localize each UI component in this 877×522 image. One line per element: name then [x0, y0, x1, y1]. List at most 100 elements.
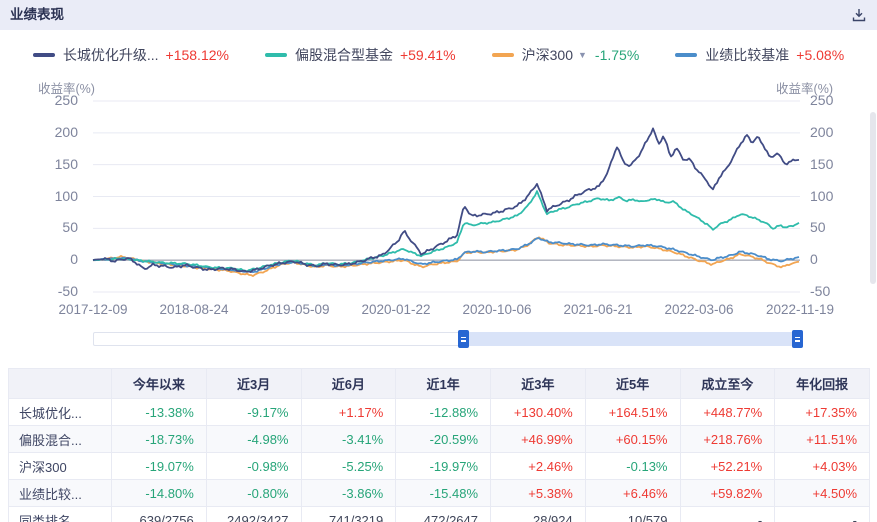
table-value-cell: -14.80% — [111, 479, 207, 507]
table-column-header: 年化回报 — [774, 368, 870, 399]
legend-item-4[interactable]: 业绩比较基准 +5.08% — [675, 45, 844, 65]
table-value-cell: +6.46% — [584, 479, 681, 507]
y-axis-tick-right: 150 — [810, 155, 834, 172]
table-value-cell: +1.17% — [300, 398, 397, 426]
y-axis-tick-left: 50 — [62, 219, 78, 236]
x-axis-tick: 2022-03-06 — [664, 302, 734, 317]
y-axis-tick-left: 100 — [54, 187, 78, 204]
performance-table: 今年以来 近3月 近6月 近1年 近3年 近5年 成立至今 年化回报 长城优化... -13.3… — [8, 368, 870, 522]
table-value-cell: 741/3219 — [300, 506, 397, 522]
table-column-header: 近3年 — [490, 368, 586, 399]
titlebar: 业绩表现 — [0, 0, 877, 30]
table-value-cell: +60.15% — [584, 425, 681, 453]
table-value-cell: -0.80% — [205, 479, 302, 507]
x-axis-tick: 2020-10-06 — [462, 302, 532, 317]
table-value-cell: 472/2647 — [395, 506, 491, 522]
table-value-cell: 10/579 — [584, 506, 681, 522]
chart-legend: 长城优化升级... +158.12% 偏股混合型基金 +59.41% 沪深300 ▼ -1.… — [0, 44, 877, 66]
y-axis-tick-right: 250 — [810, 92, 834, 108]
datazoom-left-handle[interactable] — [457, 330, 469, 348]
y-axis-tick-left: 250 — [54, 92, 78, 108]
y-axis-unit-right: 收益率(%) — [776, 82, 833, 96]
row-label: 长城优化... — [8, 398, 112, 426]
table-value-cell: -13.38% — [111, 398, 207, 426]
x-axis-tick: 2021-06-21 — [563, 302, 633, 317]
table-row-长城优化...: 长城优化... -13.38% -9.17% +1.17% -12.88% +130.40… — [8, 398, 870, 426]
table-column-header: 今年以来 — [111, 368, 207, 399]
row-label: 业绩比较... — [8, 479, 112, 507]
vertical-scrollbar-thumb[interactable] — [870, 112, 876, 284]
table-value-cell: +2.46% — [490, 452, 586, 480]
table-value-cell: -3.41% — [300, 425, 397, 453]
table-value-cell: -3.86% — [300, 479, 397, 507]
legend-series-dash — [491, 53, 514, 57]
table-row-同类排名: 同类排名 639/2756 2492/3427 741/3219 472/2647 28/… — [8, 506, 870, 522]
y-axis-tick-right: -50 — [810, 283, 831, 299]
row-label: 同类排名 — [8, 506, 112, 522]
legend-series-dash — [675, 53, 698, 57]
table-body: 长城优化... -13.38% -9.17% +1.17% -12.88% +130.40… — [8, 398, 870, 522]
y-axis-tick-right: 0 — [810, 251, 818, 268]
table-value-cell: +4.03% — [774, 452, 870, 480]
x-axis-tick: 2018-08-24 — [159, 302, 229, 317]
table-column-header: 近3月 — [205, 368, 302, 399]
table-value-cell: +130.40% — [490, 398, 586, 426]
y-axis-unit-left: 收益率(%) — [38, 82, 95, 96]
y-axis-tick-left: -50 — [57, 283, 78, 299]
y-axis-tick-left: 0 — [70, 251, 78, 268]
legend-series-name: 沪深300 — [521, 47, 573, 63]
table-value-cell: -18.73% — [111, 425, 207, 453]
table-value-cell: +5.38% — [490, 479, 586, 507]
table-value-cell: -12.88% — [395, 398, 491, 426]
datazoom-selected-range[interactable] — [462, 332, 797, 346]
table-value-cell: -0.98% — [205, 452, 302, 480]
y-axis-tick-right: 200 — [810, 123, 834, 140]
table-value-cell: +218.76% — [679, 425, 776, 453]
y-axis-tick-right: 50 — [810, 219, 826, 236]
legend-series-dash — [264, 53, 287, 57]
series-line-沪深300 — [92, 236, 800, 277]
x-axis-tick: 2017-12-09 — [58, 302, 128, 317]
table-header-row: 今年以来 近3月 近6月 近1年 近3年 近5年 成立至今 年化回报 — [8, 368, 870, 399]
legend-item-3[interactable]: 沪深300 ▼ -1.75% — [491, 45, 640, 65]
x-axis-tick: 2020-01-22 — [361, 302, 431, 317]
legend-series-name: 长城优化升级... — [62, 47, 159, 63]
panel-title: 业绩表现 — [10, 7, 64, 22]
table-value-cell: -19.07% — [111, 452, 207, 480]
legend-series-return: +158.12% — [165, 47, 229, 63]
legend-series-return: -1.75% — [594, 47, 640, 63]
table-value-cell: +17.35% — [774, 398, 870, 426]
legend-series-return: +5.08% — [796, 47, 845, 63]
table-value-cell: -20.59% — [395, 425, 491, 453]
table-value-cell: +164.51% — [584, 398, 681, 426]
legend-series-name: 偏股混合型基金 — [294, 47, 393, 63]
table-value-cell: +11.51% — [774, 425, 870, 453]
legend-item-2[interactable]: 偏股混合型基金 +59.41% — [264, 45, 456, 65]
x-axis-tick: 2022-11-19 — [765, 302, 835, 317]
datazoom-right-handle[interactable] — [792, 330, 803, 348]
table-value-cell: +46.99% — [490, 425, 586, 453]
table-value-cell: -4.98% — [205, 425, 302, 453]
x-axis-tick: 2019-05-09 — [260, 302, 330, 317]
table-value-cell: -19.97% — [395, 452, 491, 480]
table-column-header: 近5年 — [584, 368, 681, 399]
legend-series-return: +59.41% — [399, 47, 456, 63]
table-value-cell: - — [679, 506, 776, 522]
legend-item-1[interactable]: 长城优化升级... +158.12% — [32, 45, 229, 65]
series-line-偏股混合型基金 — [92, 190, 800, 273]
table-value-cell: 2492/3427 — [205, 506, 302, 522]
row-label: 沪深300 — [8, 452, 112, 480]
table-row-沪深300: 沪深300 -19.07% -0.98% -5.25% -19.97% +2.46% -0.… — [8, 452, 870, 480]
table-column-header: 成立至今 — [679, 368, 776, 399]
table-column-header: 近1年 — [395, 368, 491, 399]
index-dropdown-caret-icon[interactable]: ▼ — [578, 50, 587, 60]
table-value-cell: +448.77% — [679, 398, 776, 426]
download-icon[interactable] — [851, 7, 867, 23]
y-axis-tick-right: 100 — [810, 187, 834, 204]
table-value-cell: -5.25% — [300, 452, 397, 480]
table-corner-cell — [8, 368, 112, 399]
row-label: 偏股混合... — [8, 425, 112, 453]
y-axis-tick-left: 200 — [54, 123, 78, 140]
table-value-cell: - — [774, 506, 870, 522]
